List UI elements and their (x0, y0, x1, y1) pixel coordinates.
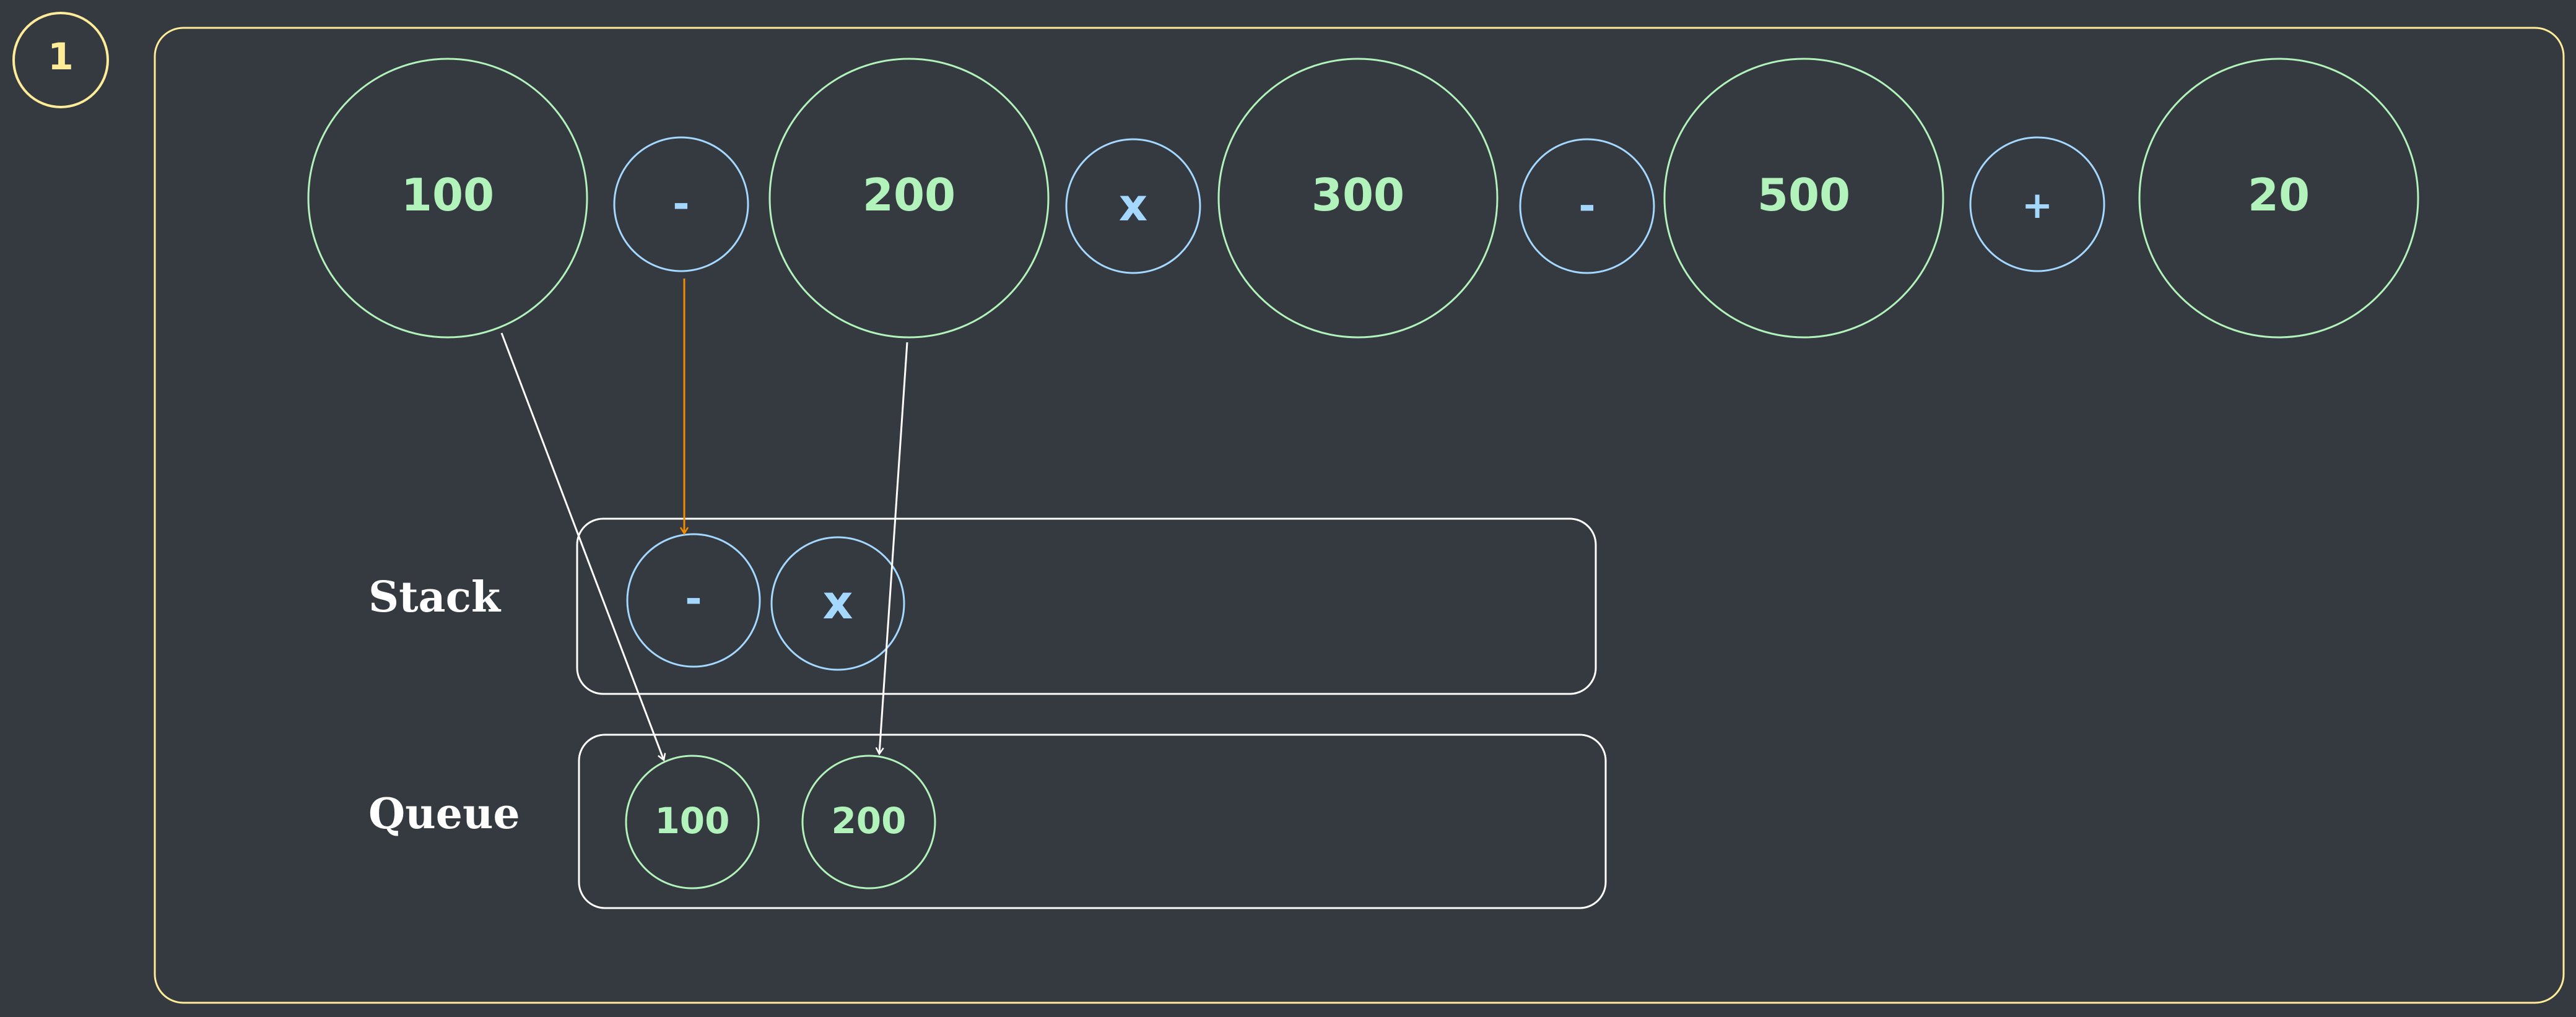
queue-container (578, 734, 1607, 909)
outer-frame (154, 27, 2565, 1004)
stack-label: Stack (368, 573, 502, 622)
token-operand-label: 500 (1757, 169, 1850, 221)
arrow-200-to-queue (879, 342, 908, 754)
stack-item-multiply: x (770, 536, 905, 671)
queue-item-label: 100 (655, 800, 729, 842)
token-operator-plus: + (1969, 136, 2105, 272)
stack-item-label: x (822, 574, 853, 630)
token-operator-multiply: x (1065, 138, 1201, 274)
token-operator-label: + (2022, 184, 2053, 227)
token-operand-label: 200 (863, 169, 955, 221)
stack-item-minus: - (626, 533, 761, 668)
stack-container (576, 517, 1597, 695)
expression-row: 100 - 200 x 300 - 500 + (307, 58, 2419, 339)
queue-item-100: 100 (625, 755, 760, 889)
step-badge: 1 (12, 12, 109, 108)
token-operand-label: 20 (2248, 169, 2310, 221)
step-badge-number: 1 (48, 35, 74, 79)
queue-item-label: 200 (831, 800, 906, 842)
arrow-100-to-queue (500, 332, 664, 760)
token-operand-500: 500 (1663, 58, 1944, 339)
queue-label: Queue (368, 789, 520, 839)
token-operand-label: 300 (1312, 169, 1404, 221)
token-operand-100: 100 (307, 58, 588, 339)
token-operator-label: - (672, 180, 689, 228)
stack-item-label: - (685, 575, 702, 623)
token-operand-label: 100 (401, 169, 494, 221)
token-operator-label: - (1578, 182, 1595, 230)
queue-item-200: 200 (801, 755, 936, 889)
token-operator-minus: - (1519, 138, 1655, 274)
token-operand-200: 200 (768, 58, 1050, 339)
token-operand-300: 300 (1217, 58, 1499, 339)
token-operator-minus: - (613, 136, 749, 272)
token-operand-20: 20 (2138, 58, 2419, 339)
token-operator-label: x (1119, 179, 1147, 231)
